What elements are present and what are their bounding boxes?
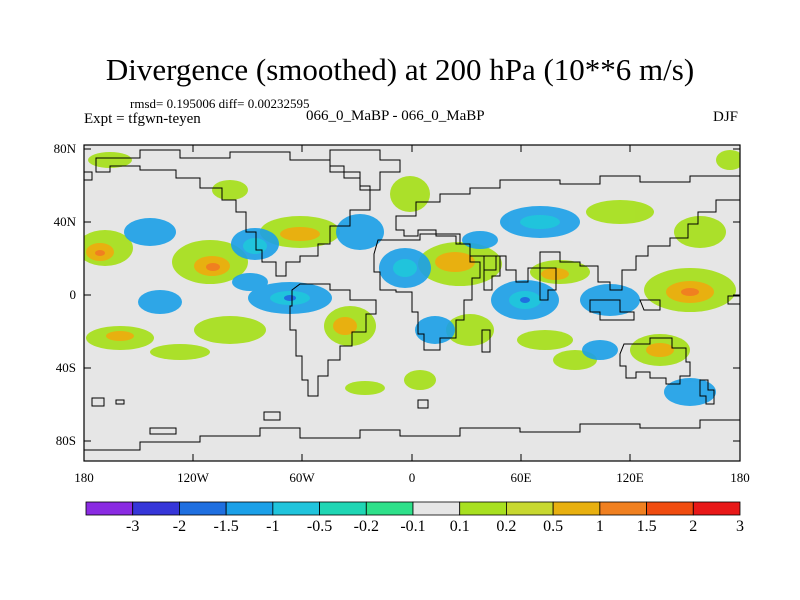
lat-label-40n: 40N	[53, 214, 76, 229]
colorbar	[85, 501, 741, 516]
experiment-label: Expt = tfgwn-teyen	[84, 111, 201, 127]
colorbar-box	[225, 501, 274, 516]
colorbar-box	[599, 501, 647, 516]
lon-label-120w: 120W	[177, 470, 209, 485]
colorbar-box	[179, 501, 227, 516]
colorbar-label: 0.1	[449, 518, 470, 535]
coastlines	[84, 149, 740, 451]
colorbar-label: 1.5	[636, 518, 657, 535]
lon-label-0: 0	[408, 470, 416, 485]
colorbar-label: -0.5	[306, 518, 333, 535]
plot-title: Divergence (smoothed) at 200 hPa (10**6 …	[105, 52, 695, 87]
colorbar-label: -1	[266, 518, 280, 535]
lat-label-40s: 40S	[55, 360, 76, 375]
colorbar-box	[459, 501, 507, 516]
colorbar-box	[272, 501, 320, 516]
colorbar-label: 0.5	[543, 518, 564, 535]
lat-label-0: 0	[69, 287, 77, 302]
colorbar-label: 0.2	[496, 518, 517, 535]
colorbar-label: 3	[736, 518, 744, 535]
lat-label-80s: 80S	[55, 433, 76, 448]
colorbar-label: -3	[126, 518, 140, 535]
colorbar-box	[365, 501, 414, 516]
lon-label-180w: 180	[74, 470, 94, 485]
colorbar-box	[319, 501, 367, 516]
season-label: DJF	[712, 109, 738, 125]
divergence-contours	[84, 150, 740, 406]
lon-label-60e: 60E	[510, 470, 532, 485]
colorbar-label: -0.1	[400, 518, 426, 535]
colorbar-box	[506, 501, 554, 516]
lat-label-80n: 80N	[53, 141, 76, 156]
lon-label-60w: 60W	[289, 470, 315, 485]
colorbar-label: 1	[595, 518, 604, 535]
colorbar-box	[646, 501, 694, 516]
rmsd-diff-stats: rmsd= 0.195006 diff= 0.00232595	[130, 96, 310, 111]
colorbar-box	[132, 501, 180, 516]
colorbar-box	[412, 501, 461, 516]
colorbar-label: -0.2	[353, 518, 379, 535]
colorbar-box	[552, 501, 601, 516]
colorbar-label: -2	[172, 518, 187, 535]
lat-ticks	[84, 148, 740, 442]
lon-label-120e: 120E	[616, 470, 644, 485]
run-comparison-label: 066_0_MaBP - 066_0_MaBP	[306, 108, 485, 124]
lon-ticks	[83, 145, 741, 461]
colorbar-box	[85, 501, 134, 516]
lon-label-180e: 180	[730, 470, 750, 485]
colorbar-label: 2	[689, 518, 698, 535]
colorbar-label: -1.5	[213, 518, 239, 535]
colorbar-box	[692, 501, 741, 516]
